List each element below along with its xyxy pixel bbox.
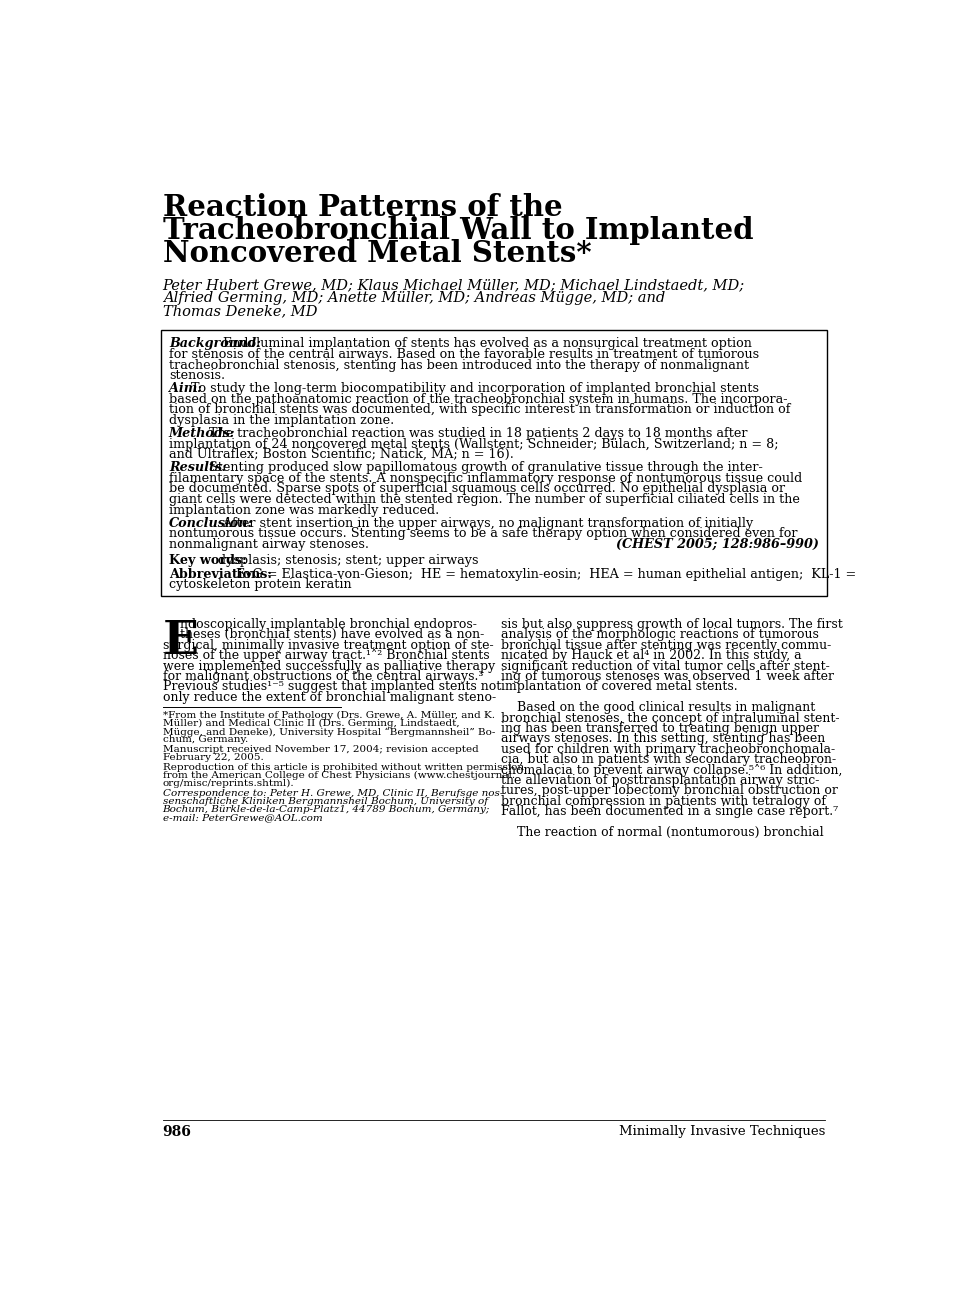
Text: *From the Institute of Pathology (Drs. Grewe, A. Müller, and K.: *From the Institute of Pathology (Drs. G… (162, 711, 494, 720)
Text: giant cells were detected within the stented region. The number of superficial c: giant cells were detected within the ste… (169, 493, 800, 506)
Text: bronchial compression in patients with tetralogy of: bronchial compression in patients with t… (501, 795, 826, 808)
Text: analysis of the morphologic reactions of tumorous: analysis of the morphologic reactions of… (501, 628, 819, 641)
Text: chum, Germany.: chum, Germany. (162, 735, 248, 744)
Text: Stenting produced slow papillomatous growth of granulative tissue through the in: Stenting produced slow papillomatous gro… (205, 461, 763, 475)
Text: based on the pathoanatomic reaction of the tracheobronchial system in humans. Th: based on the pathoanatomic reaction of t… (169, 392, 787, 406)
Text: bronchial stenoses, the concept of intraluminal stent-: bronchial stenoses, the concept of intra… (501, 712, 839, 725)
Text: cia, but also in patients with secondary tracheobron-: cia, but also in patients with secondary… (501, 753, 836, 766)
Text: nonmalignant airway stenoses.: nonmalignant airway stenoses. (169, 538, 369, 551)
Text: stenosis.: stenosis. (169, 369, 225, 382)
Bar (161, 329, 827, 596)
Text: bronchial tissue after stenting was recently commu-: bronchial tissue after stenting was rece… (501, 639, 831, 651)
Text: for malignant obstructions of the central airways.³: for malignant obstructions of the centra… (162, 670, 483, 682)
Text: theses (bronchial stents) have evolved as a non-: theses (bronchial stents) have evolved a… (180, 628, 485, 641)
Text: nontumorous tissue occurs. Stenting seems to be a safe therapy option when consi: nontumorous tissue occurs. Stenting seem… (169, 528, 798, 541)
Text: Noncovered Metal Stents*: Noncovered Metal Stents* (162, 240, 591, 268)
Text: dysplasis; stenosis; stent; upper airways: dysplasis; stenosis; stent; upper airway… (214, 553, 479, 566)
Text: cytoskeleton protein keratin: cytoskeleton protein keratin (169, 578, 351, 591)
Text: Minimally Invasive Techniques: Minimally Invasive Techniques (619, 1125, 826, 1138)
Text: Conclusion:: Conclusion: (169, 516, 253, 530)
Text: Alfried Germing, MD; Anette Müller, MD; Andreas Mügge, MD; and: Alfried Germing, MD; Anette Müller, MD; … (162, 292, 665, 306)
Text: filamentary space of the stents. A nonspecific inflammatory response of nontumor: filamentary space of the stents. A nonsp… (169, 472, 802, 485)
Text: the alleviation of posttransplantation airway stric-: the alleviation of posttransplantation a… (501, 774, 819, 787)
Text: from the American College of Chest Physicians (www.chestjournal.: from the American College of Chest Physi… (162, 771, 515, 780)
Text: Methods:: Methods: (169, 427, 235, 440)
Text: airways stenoses. In this setting, stenting has been: airways stenoses. In this setting, stent… (501, 733, 826, 746)
Text: Thomas Deneke, MD: Thomas Deneke, MD (162, 304, 317, 319)
Text: be documented. Sparse spots of superficial squamous cells occurred. No epithelia: be documented. Sparse spots of superfici… (169, 482, 785, 495)
Text: Mügge, and Deneke), University Hospital “Bergmannsheil” Bo-: Mügge, and Deneke), University Hospital … (162, 728, 495, 737)
Text: Tracheobronchial Wall to Implanted: Tracheobronchial Wall to Implanted (162, 217, 754, 245)
Text: Key words:: Key words: (169, 553, 247, 566)
Text: Based on the good clinical results in malignant: Based on the good clinical results in ma… (501, 702, 815, 715)
Text: e-mail: PeterGrewe@AOL.com: e-mail: PeterGrewe@AOL.com (162, 813, 323, 822)
Text: ing has been transferred to treating benign upper: ing has been transferred to treating ben… (501, 722, 819, 735)
Text: ing of tumorous stenoses was observed 1 week after: ing of tumorous stenoses was observed 1 … (501, 670, 834, 682)
Text: Manuscript received November 17, 2004; revision accepted: Manuscript received November 17, 2004; r… (162, 746, 478, 755)
Text: E: E (162, 618, 199, 664)
Text: used for children with primary tracheobronchomala-: used for children with primary tracheobr… (501, 743, 835, 756)
Text: Correspondence to: Peter H. Grewe, MD, Clinic II, Berufsge nos-: Correspondence to: Peter H. Grewe, MD, C… (162, 788, 503, 797)
Text: tures, post-upper lobectomy bronchial obstruction or: tures, post-upper lobectomy bronchial ob… (501, 784, 838, 797)
Text: senschaftliche Kliniken Bergmannsheil Bochum, University of: senschaftliche Kliniken Bergmannsheil Bo… (162, 797, 488, 806)
Text: for stenosis of the central airways. Based on the favorable results in treatment: for stenosis of the central airways. Bas… (169, 348, 759, 361)
Text: Fallot, has been documented in a single case report.⁷: Fallot, has been documented in a single … (501, 805, 838, 818)
Text: were implemented successfully as palliative therapy: were implemented successfully as palliat… (162, 659, 494, 672)
Text: implantation of 24 noncovered metal stents (Wallstent; Schneider; Bülach, Switze: implantation of 24 noncovered metal sten… (169, 437, 779, 450)
Text: significant reduction of vital tumor cells after stent-: significant reduction of vital tumor cel… (501, 659, 829, 672)
Text: org/misc/reprints.shtml).: org/misc/reprints.shtml). (162, 779, 295, 788)
Text: Abbreviations:: Abbreviations: (169, 568, 272, 580)
Text: Reproduction of this article is prohibited without written permission: Reproduction of this article is prohibit… (162, 762, 524, 771)
Text: EvG = Elastica-von-Gieson;  HE = hematoxylin-eosin;  HEA = human epithelial anti: EvG = Elastica-von-Gieson; HE = hematoxy… (232, 568, 856, 580)
Text: nicated by Hauck et al⁴ in 2002. In this study, a: nicated by Hauck et al⁴ in 2002. In this… (501, 649, 802, 662)
Text: dysplasia in the implantation zone.: dysplasia in the implantation zone. (169, 414, 394, 427)
Text: Müller) and Medical Clinic II (Drs. Germing, Lindstaedt,: Müller) and Medical Clinic II (Drs. Germ… (162, 720, 459, 729)
Text: After stent insertion in the upper airways, no malignant transformation of initi: After stent insertion in the upper airwa… (219, 516, 753, 530)
Text: Endoluminal implantation of stents has evolved as a nonsurgical treatment option: Endoluminal implantation of stents has e… (219, 337, 752, 351)
Text: The tracheobronchial reaction was studied in 18 patients 2 days to 18 months aft: The tracheobronchial reaction was studie… (205, 427, 748, 440)
Text: tion of bronchial stents was documented, with specific interest in transformatio: tion of bronchial stents was documented,… (169, 404, 790, 417)
Text: Aim:: Aim: (169, 382, 202, 395)
Text: To study the long-term biocompatibility and incorporation of implanted bronchial: To study the long-term biocompatibility … (187, 382, 759, 395)
Text: 986: 986 (162, 1125, 191, 1139)
Text: Peter Hubert Grewe, MD; Klaus Michael Müller, MD; Michael Lindstaedt, MD;: Peter Hubert Grewe, MD; Klaus Michael Mü… (162, 279, 745, 292)
Text: Background:: Background: (169, 337, 261, 351)
Text: tracheobronchial stenosis, stenting has been introduced into the therapy of nonm: tracheobronchial stenosis, stenting has … (169, 359, 749, 372)
Text: and Ultraflex; Boston Scientific; Natick, MA; n = 16).: and Ultraflex; Boston Scientific; Natick… (169, 448, 514, 461)
Text: Previous studies¹⁻⁵ suggest that implanted stents not: Previous studies¹⁻⁵ suggest that implant… (162, 680, 501, 694)
Text: only reduce the extent of bronchial malignant steno-: only reduce the extent of bronchial mali… (162, 691, 495, 704)
Text: Bochum, Bürkle-de-la-Camp-Platz1, 44789 Bochum, Germany;: Bochum, Bürkle-de-la-Camp-Platz1, 44789 … (162, 805, 490, 814)
Text: chomalacia to prevent airway collapse.⁵˄⁶ In addition,: chomalacia to prevent airway collapse.⁵˄… (501, 764, 842, 777)
Text: surgical, minimally invasive treatment option of ste-: surgical, minimally invasive treatment o… (162, 639, 493, 651)
Text: ndoscopically implantable bronchial endopros-: ndoscopically implantable bronchial endo… (180, 618, 477, 631)
Text: Reaction Patterns of the: Reaction Patterns of the (162, 194, 563, 222)
Text: sis but also suppress growth of local tumors. The first: sis but also suppress growth of local tu… (501, 618, 843, 631)
Text: implantation of covered metal stents.: implantation of covered metal stents. (501, 680, 737, 694)
Text: implantation zone was markedly reduced.: implantation zone was markedly reduced. (169, 503, 439, 516)
Text: February 22, 2005.: February 22, 2005. (162, 753, 263, 762)
Text: The reaction of normal (nontumorous) bronchial: The reaction of normal (nontumorous) bro… (501, 826, 824, 838)
Text: Results:: Results: (169, 461, 227, 475)
Text: (CHEST 2005; 128:986–990): (CHEST 2005; 128:986–990) (616, 538, 819, 551)
Text: noses of the upper airway tract.¹˄² Bronchial stents: noses of the upper airway tract.¹˄² Bron… (162, 649, 490, 662)
